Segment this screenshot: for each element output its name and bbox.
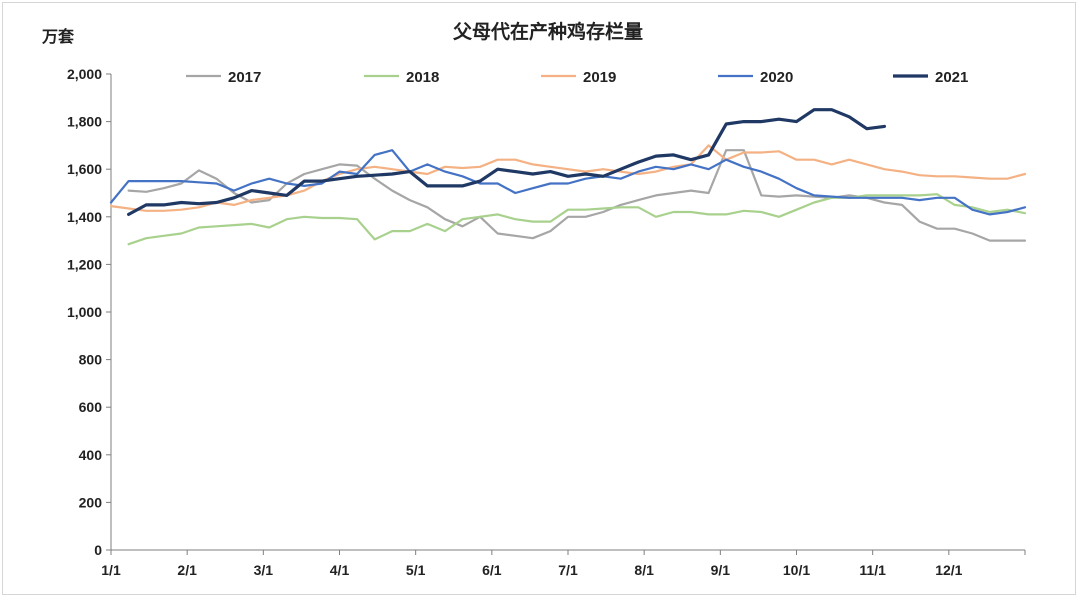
unit-label: 万套 — [41, 27, 75, 46]
x-tick-label: 5/1 — [406, 562, 426, 578]
legend-label-2017: 2017 — [228, 69, 261, 86]
series-line-2020 — [109, 149, 1027, 216]
y-tick-label: 1,400 — [67, 209, 102, 225]
x-axis-ticks: 1/1 2/1 3/1 4/1 5/1 6/1 7/1 8/1 9/1 10/1 11/1 12/1 — [101, 550, 1026, 578]
x-tick-label: 6/1 — [482, 562, 502, 578]
legend-label-2018: 2018 — [406, 69, 439, 86]
x-tick-label: 2/1 — [177, 562, 197, 578]
chart-title: 父母代在产种鸡存栏量 — [452, 20, 643, 43]
x-tick-label: 7/1 — [558, 562, 578, 578]
series-line-2021 — [127, 108, 886, 216]
x-tick-label: 4/1 — [330, 562, 350, 578]
series-line-2018 — [127, 193, 1027, 246]
x-tick-label: 9/1 — [711, 562, 731, 578]
y-tick-label: 1,000 — [67, 304, 102, 320]
x-tick-label: 10/1 — [783, 562, 810, 578]
y-axis-ticks: 0 200 400 600 800 1,000 1,200 1,400 1,600 1,800 2,… — [67, 66, 111, 558]
legend-label-2019: 2019 — [583, 69, 616, 86]
legend-label-2021: 2021 — [935, 69, 968, 86]
y-tick-label: 1,600 — [67, 161, 102, 177]
x-tick-label: 1/1 — [101, 562, 121, 578]
series-line-2019 — [109, 144, 1027, 212]
x-tick-label: 8/1 — [634, 562, 654, 578]
series-line-2017 — [127, 149, 1027, 242]
x-tick-label: 11/1 — [859, 562, 886, 578]
y-tick-label: 400 — [79, 447, 103, 463]
y-tick-label: 200 — [79, 494, 103, 510]
x-tick-label: 3/1 — [254, 562, 274, 578]
y-tick-label: 1,800 — [67, 114, 102, 130]
y-tick-label: 2,000 — [67, 66, 102, 82]
y-tick-label: 1,200 — [67, 256, 102, 272]
legend-label-2020: 2020 — [760, 69, 793, 86]
y-tick-label: 0 — [94, 542, 102, 558]
y-tick-label: 800 — [79, 352, 103, 368]
series-lines — [109, 108, 1027, 246]
x-tick-label: 12/1 — [935, 562, 962, 578]
y-tick-label: 600 — [79, 399, 103, 415]
legend: 2017 2018 2019 2020 2021 — [186, 69, 968, 86]
